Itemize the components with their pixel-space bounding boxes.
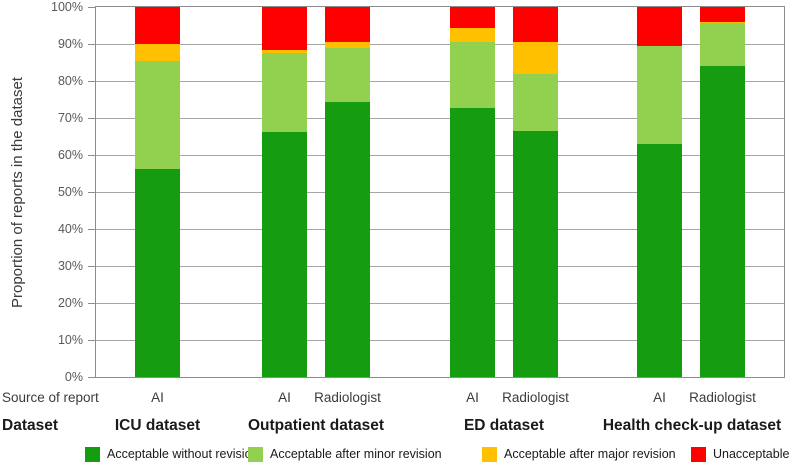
source-label-outpatient-dataset-ai: AI [278, 390, 291, 405]
legend-swatch-acceptable-without-revision [85, 446, 100, 462]
gridline-30 [96, 265, 784, 267]
gridline-20 [96, 302, 784, 304]
dataset-group-label-icu-dataset: ICU dataset [114, 417, 201, 434]
segment-unacceptable [637, 7, 682, 47]
legend-item-acceptable-without-revision: Acceptable without revision [85, 446, 258, 462]
segment-unacceptable [262, 7, 307, 51]
segment-acceptable-after-minor-revision [637, 46, 682, 145]
y-tick-50 [88, 192, 95, 193]
legend-item-acceptable-after-major-revision: Acceptable after major revision [482, 446, 676, 462]
source-label-ed-dataset-ai: AI [466, 390, 479, 405]
source-label-health-check-up-dataset-radiologist: Radiologist [689, 390, 756, 405]
y-tick-20 [88, 303, 95, 304]
bar-ed-dataset-ai [450, 7, 495, 377]
legend-swatch-unacceptable [691, 446, 706, 462]
y-tick-label: 50% [57, 185, 83, 199]
y-tick-60 [88, 155, 95, 156]
segment-acceptable-without-revision [700, 65, 745, 377]
segment-unacceptable [450, 7, 495, 29]
y-tick-label: 100% [51, 0, 83, 14]
y-tick-100 [88, 7, 95, 8]
y-tick-label: 40% [57, 222, 83, 236]
y-tick-30 [88, 266, 95, 267]
bar-icu-dataset-ai [135, 7, 180, 377]
y-tick-label: 30% [57, 259, 83, 273]
legend-item-acceptable-after-minor-revision: Acceptable after minor revision [248, 446, 442, 462]
segment-unacceptable [135, 7, 180, 44]
bar-outpatient-dataset-radiologist [325, 7, 370, 377]
segment-unacceptable [700, 7, 745, 22]
segment-acceptable-without-revision [637, 144, 682, 377]
legend-item-unacceptable: Unacceptable [691, 446, 789, 462]
gridline-10 [96, 339, 784, 341]
y-tick-70 [88, 118, 95, 119]
legend-label: Acceptable without revision [107, 447, 259, 461]
y-tick-label: 70% [57, 111, 83, 125]
bar-health-check-up-dataset-ai [637, 7, 682, 377]
segment-acceptable-after-major-revision [325, 41, 370, 49]
segment-acceptable-after-major-revision [262, 50, 307, 54]
legend-label: Acceptable after minor revision [270, 447, 442, 461]
segment-acceptable-without-revision [262, 132, 307, 377]
y-axis-title: Proportion of reports in the dataset [9, 77, 26, 308]
segment-acceptable-after-minor-revision [325, 48, 370, 103]
segment-acceptable-after-major-revision [135, 44, 180, 62]
bar-outpatient-dataset-ai [262, 7, 307, 377]
segment-acceptable-without-revision [450, 108, 495, 377]
source-of-report-label: Source of report [2, 390, 99, 405]
legend-label: Unacceptable [713, 447, 790, 461]
y-tick-label: 0% [64, 370, 83, 384]
dataset-label: Dataset [2, 417, 58, 434]
dataset-group-label-ed-dataset: ED dataset [463, 417, 545, 434]
y-tick-80 [88, 81, 95, 82]
segment-acceptable-without-revision [325, 102, 370, 377]
plot-area [95, 6, 785, 378]
segment-acceptable-after-major-revision [513, 41, 558, 74]
gridline-40 [96, 228, 784, 230]
legend-label: Acceptable after major revision [504, 447, 676, 461]
segment-unacceptable [513, 7, 558, 42]
y-tick-label: 60% [57, 148, 83, 162]
source-label-health-check-up-dataset-ai: AI [653, 390, 666, 405]
gridline-80 [96, 80, 784, 82]
segment-acceptable-without-revision [135, 169, 180, 377]
segment-unacceptable [325, 7, 370, 42]
source-label-icu-dataset-ai: AI [151, 390, 164, 405]
y-tick-0 [88, 377, 95, 378]
segment-acceptable-without-revision [513, 131, 558, 377]
y-tick-label: 10% [57, 333, 83, 347]
legend-swatch-acceptable-after-major-revision [482, 446, 497, 462]
y-tick-label: 80% [57, 74, 83, 88]
source-label-outpatient-dataset-radiologist: Radiologist [314, 390, 381, 405]
dataset-group-label-outpatient-dataset: Outpatient dataset [247, 417, 385, 434]
y-tick-90 [88, 44, 95, 45]
segment-acceptable-after-minor-revision [450, 41, 495, 109]
bar-ed-dataset-radiologist [513, 7, 558, 377]
segment-acceptable-after-minor-revision [513, 73, 558, 132]
gridline-60 [96, 154, 784, 156]
legend-swatch-acceptable-after-minor-revision [248, 446, 263, 462]
bar-health-check-up-dataset-radiologist [700, 7, 745, 377]
segment-acceptable-after-major-revision [450, 28, 495, 42]
segment-acceptable-after-major-revision [700, 21, 745, 24]
y-tick-10 [88, 340, 95, 341]
gridline-50 [96, 191, 784, 193]
y-tick-label: 90% [57, 37, 83, 51]
segment-acceptable-after-minor-revision [135, 61, 180, 170]
source-label-ed-dataset-radiologist: Radiologist [502, 390, 569, 405]
gridline-90 [96, 43, 784, 45]
gridline-70 [96, 117, 784, 119]
dataset-group-label-health-check-up-dataset: Health check-up dataset [602, 417, 782, 434]
segment-acceptable-after-minor-revision [700, 23, 745, 66]
segment-acceptable-after-minor-revision [262, 53, 307, 133]
y-tick-label: 20% [57, 296, 83, 310]
y-tick-40 [88, 229, 95, 230]
